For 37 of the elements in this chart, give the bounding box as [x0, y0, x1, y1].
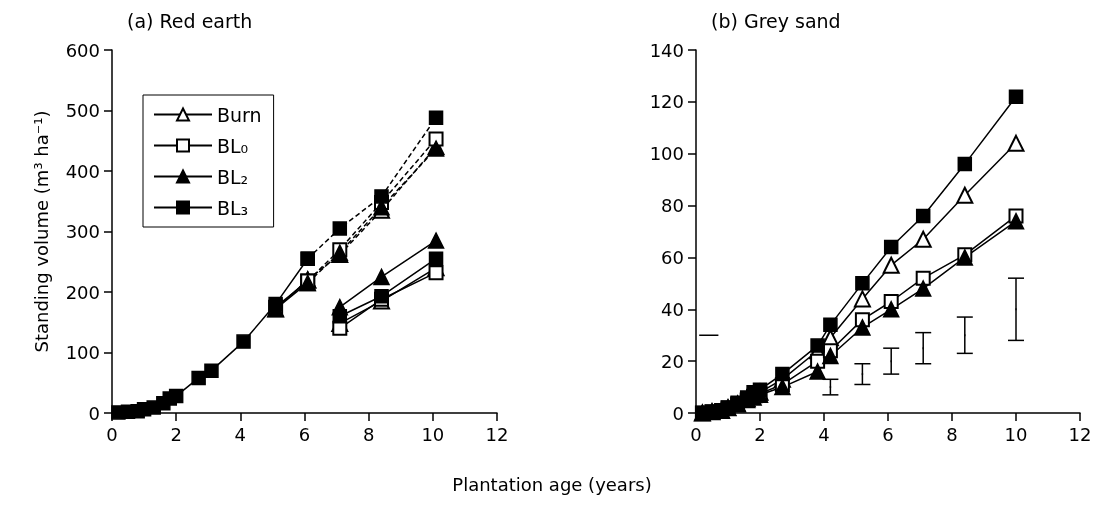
y-tick-label: 0 [672, 402, 684, 424]
y-tick-label: 600 [65, 39, 100, 61]
x-tick-label: 2 [754, 423, 766, 445]
y-tick-label: 0 [88, 402, 100, 424]
legend-label: Burn [217, 103, 262, 126]
y-tick-label: 200 [65, 281, 100, 303]
legend-label: BL₀ [217, 134, 249, 157]
x-tick-label: 0 [690, 423, 702, 445]
x-tick-label: 6 [298, 423, 311, 445]
y-tick-label: 300 [65, 221, 100, 242]
x-tick-label: 12 [485, 423, 509, 445]
y-tick-label: 140 [649, 39, 684, 61]
chart-title: (a) Red earth [127, 9, 253, 32]
x-tick-label: 12 [1068, 423, 1092, 445]
x-tick-label: 8 [362, 423, 375, 445]
y-tick-label: 40 [661, 298, 684, 320]
y-tick-label: 120 [649, 91, 684, 113]
legend-label: BL₃ [217, 196, 249, 219]
x-tick-label: 10 [421, 423, 445, 445]
y-tick-label: 100 [649, 143, 684, 165]
y-axis-title: Standing volume (m³ ha⁻¹) [30, 110, 52, 353]
chart-title: (b) Grey sand [711, 9, 841, 32]
x-tick-label: 4 [818, 423, 830, 445]
x-axis-title: Plantation age (years) [451, 474, 653, 495]
x-tick-label: 10 [1004, 423, 1028, 445]
x-tick-label: 2 [170, 423, 182, 445]
y-tick-label: 80 [661, 195, 684, 217]
x-tick-label: 4 [234, 423, 247, 445]
y-tick-label: 20 [661, 350, 684, 372]
y-tick-label: 100 [65, 342, 100, 363]
y-tick-label: 400 [65, 160, 100, 182]
x-tick-label: 8 [946, 423, 958, 445]
x-tick-label: 6 [882, 423, 894, 445]
x-tick-label: 0 [106, 423, 118, 445]
legend-label: BL₂ [217, 165, 249, 188]
y-tick-label: 500 [65, 100, 100, 121]
y-tick-label: 60 [661, 246, 684, 268]
